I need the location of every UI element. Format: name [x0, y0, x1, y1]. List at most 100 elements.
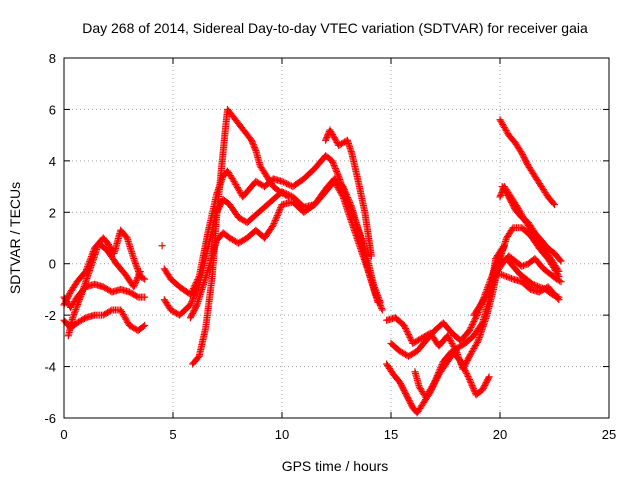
data-series: [496, 116, 558, 209]
data-point: [557, 257, 565, 265]
data-point: [430, 380, 438, 388]
data-point: [468, 321, 476, 329]
data-point: [273, 212, 281, 220]
data-point: [465, 374, 473, 382]
data-point: [463, 369, 471, 377]
data-point: [373, 294, 381, 302]
data-point: [158, 242, 166, 250]
data-point: [332, 166, 340, 174]
data-point: [434, 370, 442, 378]
data-point: [338, 191, 346, 199]
data-point: [367, 252, 375, 260]
data-point: [506, 274, 514, 282]
data-point: [462, 368, 470, 376]
data-point: [521, 261, 529, 269]
data-point: [75, 297, 83, 305]
data-point: [431, 378, 439, 386]
data-point: [192, 302, 200, 310]
x-tick-label: 15: [384, 427, 398, 442]
data-point: [132, 277, 140, 285]
data-point: [71, 307, 79, 315]
data-point: [457, 357, 465, 365]
data-point: [72, 304, 80, 312]
data-point: [404, 330, 412, 338]
data-point: [461, 366, 469, 374]
y-tick-label: -4: [44, 360, 56, 375]
data-point: [322, 136, 330, 144]
data-point: [469, 385, 477, 393]
data-point: [401, 323, 409, 331]
data-point: [72, 305, 80, 313]
data-point: [191, 290, 199, 298]
y-tick-label: 4: [49, 154, 56, 169]
data-point: [437, 362, 445, 370]
data-point: [436, 365, 444, 373]
data-point: [271, 216, 279, 224]
y-tick-label: -2: [44, 308, 56, 323]
data-series: [158, 242, 166, 250]
y-tick-label: -6: [44, 411, 56, 426]
x-tick-label: 20: [493, 427, 507, 442]
data-point: [247, 136, 255, 144]
data-point: [372, 292, 380, 300]
axis-ticks: [63, 57, 610, 419]
data-point: [139, 322, 147, 330]
data-point: [329, 158, 337, 166]
data-point: [504, 273, 512, 281]
data-point: [555, 296, 563, 304]
data-point: [469, 383, 477, 391]
data-point: [375, 298, 383, 306]
data-point: [132, 278, 140, 286]
data-point: [499, 271, 507, 279]
data-point: [192, 288, 200, 296]
data-series: [496, 270, 563, 304]
data-point: [323, 132, 331, 140]
data-point: [467, 380, 475, 388]
data-point: [280, 178, 288, 186]
data-point: [141, 275, 149, 283]
data-point: [403, 327, 411, 335]
data-point: [134, 274, 142, 282]
data-point: [549, 199, 557, 207]
data-point: [330, 161, 338, 169]
x-axis-label: GPS time / hours: [282, 458, 389, 474]
data-point: [463, 371, 471, 379]
tick-labels: 0 5 10 15 20 25 -6 -4 -2 0 2 4 6 8: [44, 51, 616, 442]
data-point: [133, 275, 141, 283]
data-point: [323, 133, 331, 141]
y-tick-label: 2: [49, 205, 56, 220]
data-point: [130, 283, 138, 291]
data-point: [501, 272, 509, 280]
data-point: [70, 310, 78, 318]
data-point: [433, 372, 441, 380]
data-point: [377, 303, 385, 311]
data-point: [136, 269, 144, 277]
data-point: [459, 362, 467, 370]
data-point: [248, 138, 256, 146]
data-point: [437, 364, 445, 372]
data-series: [160, 175, 382, 319]
data-point: [333, 168, 341, 176]
data-point: [519, 262, 527, 270]
data-point: [555, 267, 563, 275]
data-point: [76, 296, 84, 304]
data-point: [467, 379, 475, 387]
data-point: [329, 160, 337, 168]
data-point: [251, 144, 259, 152]
data-point: [518, 262, 526, 270]
data-point: [467, 324, 475, 332]
data-point: [69, 312, 77, 320]
data-point: [470, 386, 478, 394]
data-point: [186, 301, 194, 309]
data-point: [271, 218, 279, 226]
data-point: [347, 202, 355, 210]
data-point: [471, 316, 479, 324]
y-tick-label: 0: [49, 257, 56, 272]
data-point: [554, 294, 562, 302]
data-point: [276, 205, 284, 213]
data-point: [376, 301, 384, 309]
data-point: [188, 298, 196, 306]
data-point: [400, 321, 408, 329]
data-point: [69, 314, 77, 322]
x-tick-label: 5: [169, 427, 176, 442]
